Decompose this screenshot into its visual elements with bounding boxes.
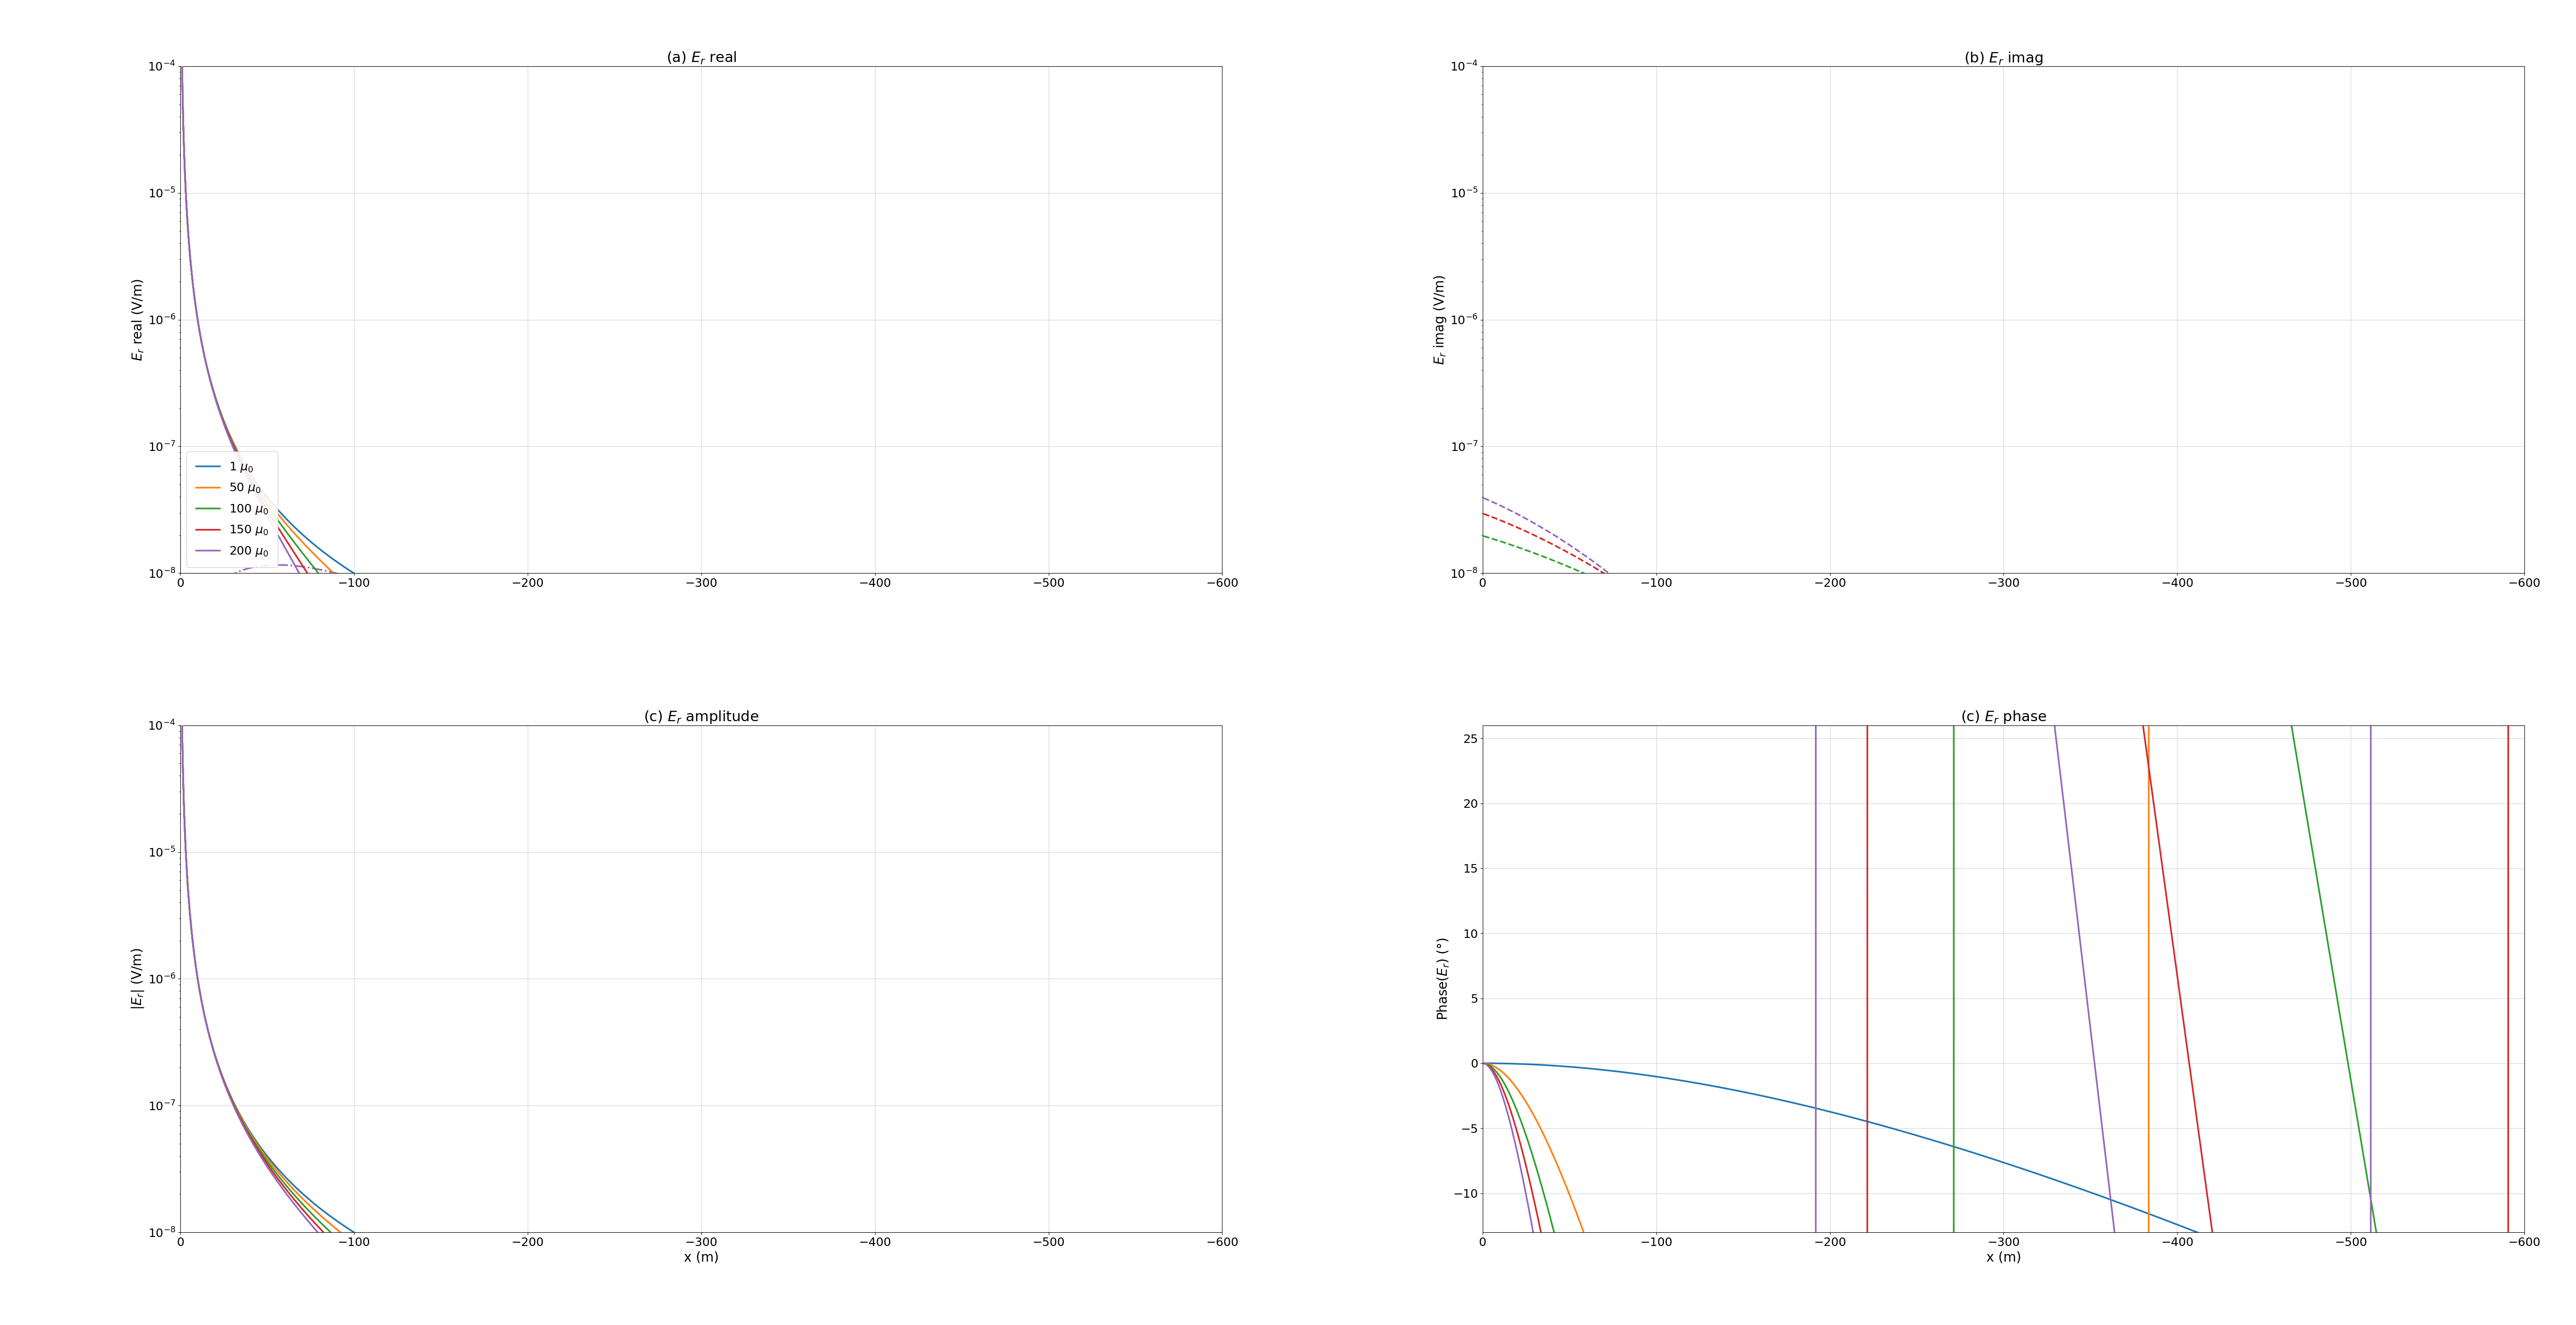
X-axis label: x (m): x (m) bbox=[1986, 1251, 2022, 1264]
Title: (b) $E_r$ imag: (b) $E_r$ imag bbox=[1963, 50, 2043, 66]
Y-axis label: $E_r$ imag (V/m): $E_r$ imag (V/m) bbox=[1432, 274, 1448, 364]
Title: (a) $E_r$ real: (a) $E_r$ real bbox=[667, 50, 737, 66]
X-axis label: x (m): x (m) bbox=[683, 1251, 719, 1264]
Legend: 1 $\mu_0$, 50 $\mu_0$, 100 $\mu_0$, 150 $\mu_0$, 200 $\mu_0$: 1 $\mu_0$, 50 $\mu_0$, 100 $\mu_0$, 150 … bbox=[185, 452, 278, 567]
Title: (c) $E_r$ phase: (c) $E_r$ phase bbox=[1960, 709, 2045, 725]
Y-axis label: $E_r$ real (V/m): $E_r$ real (V/m) bbox=[131, 278, 144, 360]
Title: (c) $E_r$ amplitude: (c) $E_r$ amplitude bbox=[644, 709, 760, 725]
Y-axis label: Phase($E_r$) (°): Phase($E_r$) (°) bbox=[1435, 937, 1450, 1020]
Y-axis label: $|E_r|$ (V/m): $|E_r|$ (V/m) bbox=[131, 947, 144, 1010]
